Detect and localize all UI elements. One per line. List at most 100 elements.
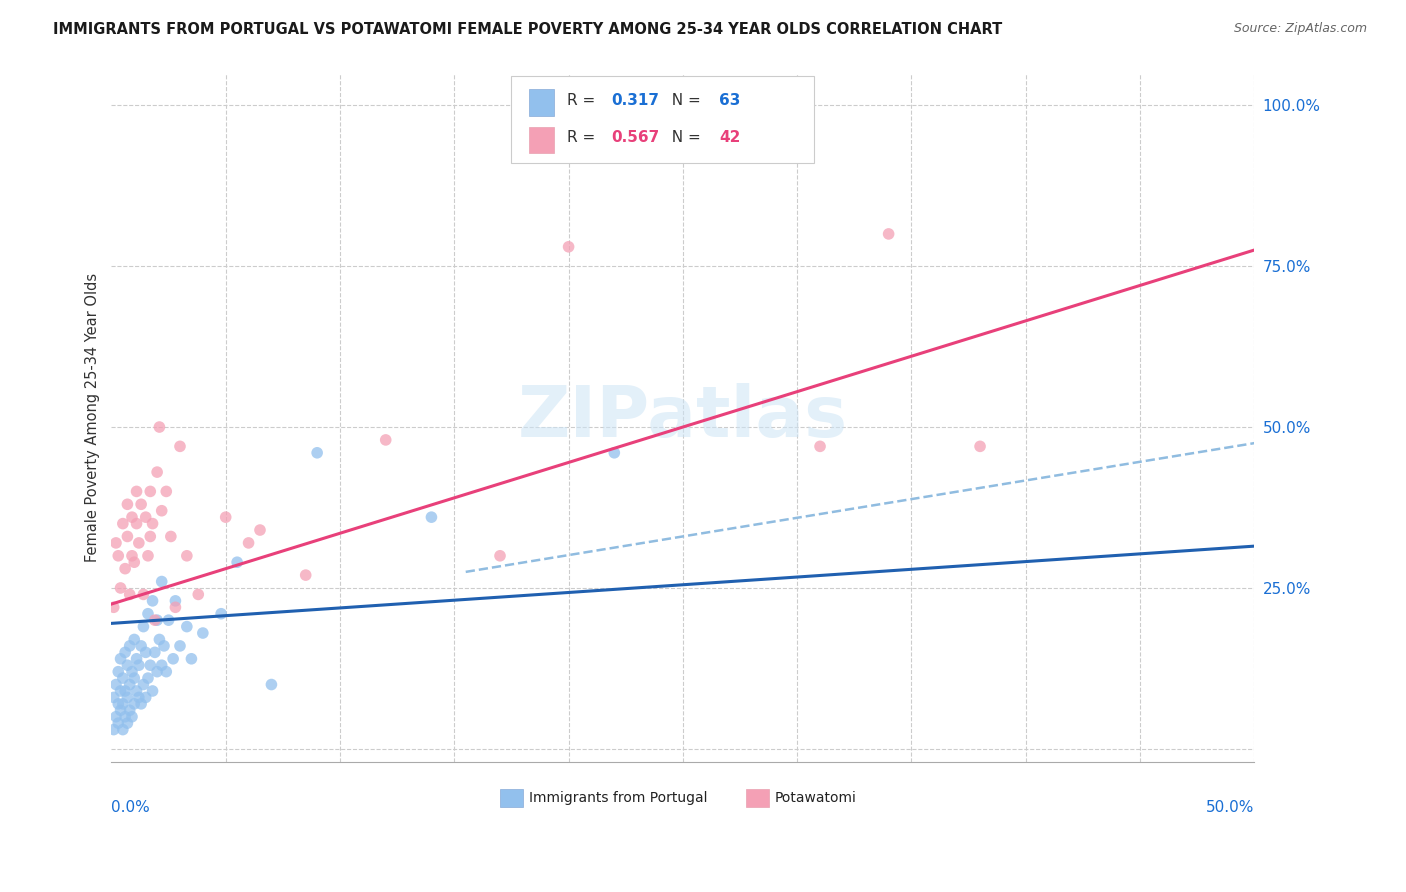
Point	[157, 613, 180, 627]
Point	[142, 594, 165, 608]
Text: 50.0%: 50.0%	[1206, 799, 1254, 814]
Point	[122, 555, 145, 569]
Point	[557, 240, 579, 254]
Point	[420, 510, 443, 524]
Point	[148, 632, 170, 647]
Point	[146, 665, 169, 679]
Point	[294, 568, 316, 582]
Point	[107, 665, 129, 679]
Point	[146, 613, 169, 627]
Point	[110, 703, 132, 717]
Point	[111, 516, 134, 531]
Text: Source: ZipAtlas.com: Source: ZipAtlas.com	[1233, 22, 1367, 36]
Point	[150, 504, 173, 518]
Point	[122, 697, 145, 711]
Point	[969, 439, 991, 453]
Point	[187, 587, 209, 601]
Text: 42: 42	[720, 130, 741, 145]
Point	[118, 587, 141, 601]
Text: Potawatomi: Potawatomi	[775, 791, 856, 805]
Point	[165, 594, 187, 608]
Text: 0.0%: 0.0%	[111, 799, 150, 814]
Point	[489, 549, 512, 563]
Point	[125, 684, 148, 698]
Point	[155, 484, 177, 499]
Point	[142, 516, 165, 531]
Point	[260, 677, 283, 691]
Point	[103, 690, 125, 705]
Point	[117, 658, 139, 673]
Point	[125, 484, 148, 499]
Point	[165, 600, 187, 615]
Point	[150, 658, 173, 673]
FancyBboxPatch shape	[529, 89, 554, 115]
Point	[107, 697, 129, 711]
Point	[215, 510, 238, 524]
FancyBboxPatch shape	[745, 789, 769, 806]
Point	[135, 645, 157, 659]
Point	[122, 632, 145, 647]
Point	[125, 516, 148, 531]
FancyBboxPatch shape	[529, 127, 554, 153]
Y-axis label: Female Poverty Among 25-34 Year Olds: Female Poverty Among 25-34 Year Olds	[86, 273, 100, 562]
Point	[121, 665, 143, 679]
Text: 0.317: 0.317	[610, 93, 659, 108]
Point	[114, 684, 136, 698]
Point	[249, 523, 271, 537]
Point	[129, 497, 152, 511]
Point	[114, 645, 136, 659]
Point	[142, 684, 165, 698]
Point	[125, 652, 148, 666]
Point	[307, 446, 329, 460]
Point	[143, 645, 166, 659]
Text: Immigrants from Portugal: Immigrants from Portugal	[529, 791, 707, 805]
Point	[128, 690, 150, 705]
Point	[111, 697, 134, 711]
Point	[107, 549, 129, 563]
Point	[139, 484, 162, 499]
Point	[226, 555, 249, 569]
Point	[169, 439, 191, 453]
Point	[132, 677, 155, 691]
Point	[117, 690, 139, 705]
Point	[110, 684, 132, 698]
Point	[139, 529, 162, 543]
Point	[128, 658, 150, 673]
Point	[132, 587, 155, 601]
Point	[169, 639, 191, 653]
Text: R =: R =	[568, 93, 600, 108]
FancyBboxPatch shape	[512, 77, 814, 162]
Point	[176, 619, 198, 633]
Text: 63: 63	[720, 93, 741, 108]
Point	[129, 639, 152, 653]
Point	[136, 671, 159, 685]
Point	[129, 697, 152, 711]
Point	[150, 574, 173, 589]
Point	[143, 613, 166, 627]
Point	[122, 671, 145, 685]
Text: 0.567: 0.567	[610, 130, 659, 145]
Point	[121, 510, 143, 524]
Point	[111, 671, 134, 685]
FancyBboxPatch shape	[501, 789, 523, 806]
Point	[176, 549, 198, 563]
Point	[107, 716, 129, 731]
Point	[128, 536, 150, 550]
Point	[146, 465, 169, 479]
Point	[110, 581, 132, 595]
Point	[103, 600, 125, 615]
Point	[103, 723, 125, 737]
Text: ZIPatlas: ZIPatlas	[517, 383, 848, 452]
Text: N =: N =	[662, 130, 706, 145]
Point	[104, 536, 127, 550]
Point	[155, 665, 177, 679]
Text: R =: R =	[568, 130, 600, 145]
Point	[118, 703, 141, 717]
Point	[114, 562, 136, 576]
Point	[135, 510, 157, 524]
Point	[117, 716, 139, 731]
Point	[118, 677, 141, 691]
Point	[808, 439, 831, 453]
Point	[104, 677, 127, 691]
Point	[118, 639, 141, 653]
